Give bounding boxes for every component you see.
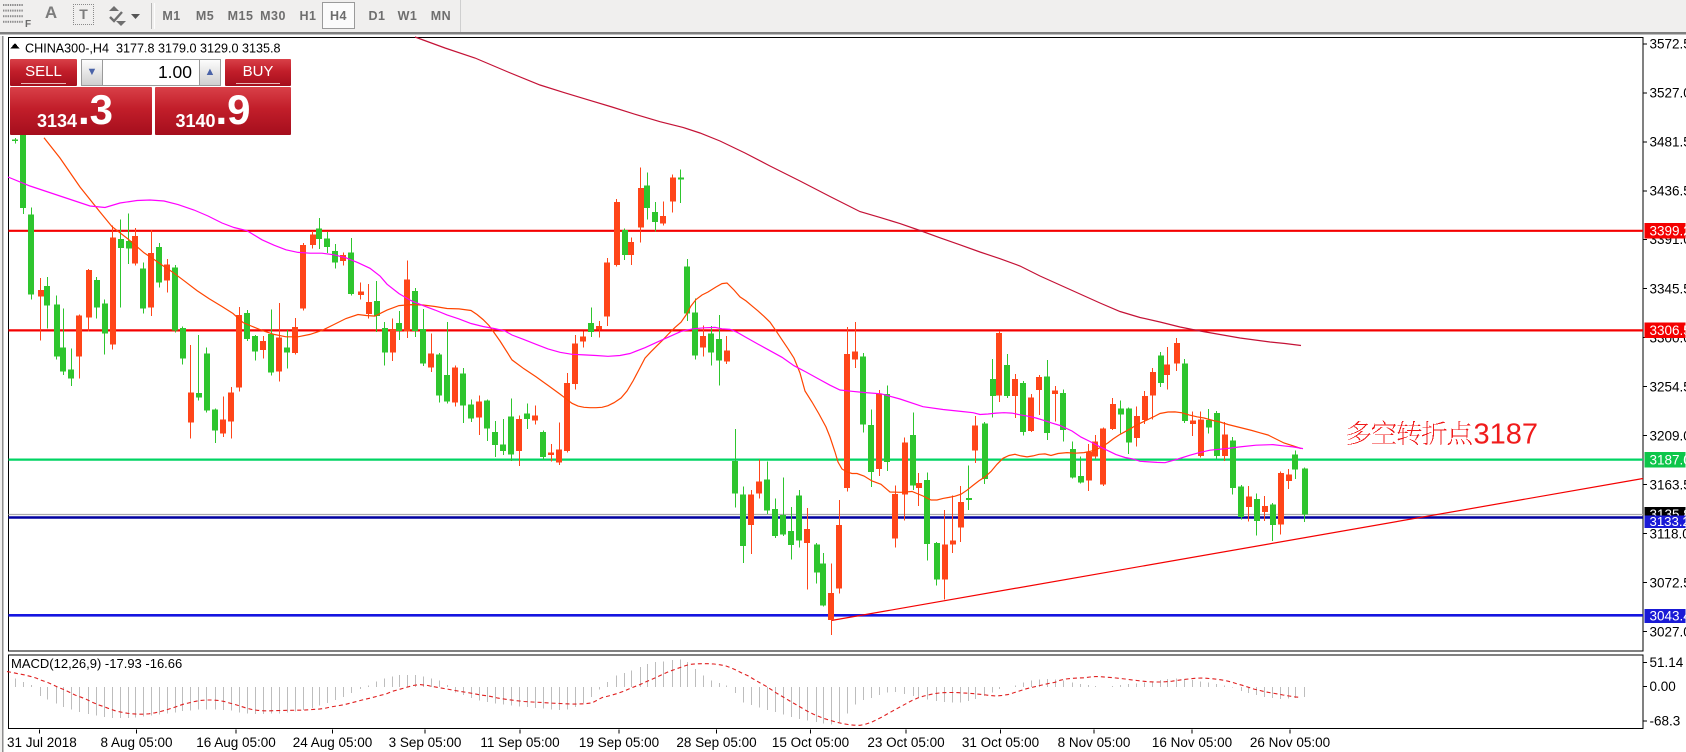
svg-text:3072.5: 3072.5	[1650, 575, 1686, 590]
svg-text:3399.2: 3399.2	[1650, 224, 1686, 239]
svg-text:3135.8: 3135.8	[1650, 507, 1686, 522]
svg-text:3187: 3187	[1474, 418, 1539, 450]
svg-text:31 Oct 05:00: 31 Oct 05:00	[962, 735, 1039, 750]
svg-text:3118.0: 3118.0	[1650, 526, 1686, 541]
svg-text:16 Nov 05:00: 16 Nov 05:00	[1152, 735, 1232, 750]
svg-text:16 Aug 05:00: 16 Aug 05:00	[196, 735, 276, 750]
svg-text:3306.5: 3306.5	[1650, 323, 1686, 338]
svg-text:3043.4: 3043.4	[1650, 609, 1686, 624]
svg-text:23 Oct 05:00: 23 Oct 05:00	[867, 735, 944, 750]
svg-text:3481.5: 3481.5	[1650, 135, 1686, 150]
svg-text:26 Nov 05:00: 26 Nov 05:00	[1250, 735, 1330, 750]
svg-text:3133.2: 3133.2	[1650, 514, 1686, 529]
svg-text:15 Oct 05:00: 15 Oct 05:00	[772, 735, 849, 750]
svg-text:3027.0: 3027.0	[1650, 624, 1686, 639]
svg-text:28 Sep 05:00: 28 Sep 05:00	[676, 735, 756, 750]
svg-text:8 Aug 05:00: 8 Aug 05:00	[100, 735, 172, 750]
svg-text:8 Nov 05:00: 8 Nov 05:00	[1058, 735, 1131, 750]
svg-text:3187.0: 3187.0	[1650, 453, 1686, 468]
svg-text:0.00: 0.00	[1650, 679, 1676, 694]
svg-text:3209.0: 3209.0	[1650, 428, 1686, 443]
svg-text:3436.5: 3436.5	[1650, 184, 1686, 199]
svg-text:3572.5: 3572.5	[1650, 37, 1686, 52]
svg-text:MACD(12,26,9) -17.93 -16.66: MACD(12,26,9) -17.93 -16.66	[11, 656, 182, 671]
svg-text:11 Sep 05:00: 11 Sep 05:00	[480, 735, 559, 750]
svg-text:3527.0: 3527.0	[1650, 86, 1686, 101]
svg-text:24 Aug 05:00: 24 Aug 05:00	[293, 735, 373, 750]
svg-text:31 Jul 2018: 31 Jul 2018	[7, 735, 77, 750]
svg-text:CHINA300-,H4 3177.8 3179.0 31: CHINA300-,H4 3177.8 3179.0 3129.0 3135.8	[25, 42, 281, 56]
svg-text:3345.5: 3345.5	[1650, 281, 1686, 296]
svg-text:51.14: 51.14	[1650, 655, 1684, 670]
svg-text:3 Sep 05:00: 3 Sep 05:00	[389, 735, 462, 750]
svg-text:3254.5: 3254.5	[1650, 379, 1686, 394]
svg-text:-68.3: -68.3	[1650, 714, 1681, 729]
svg-text:F: F	[25, 19, 31, 28]
svg-text:19 Sep 05:00: 19 Sep 05:00	[579, 735, 659, 750]
svg-text:3163.5: 3163.5	[1650, 477, 1686, 492]
